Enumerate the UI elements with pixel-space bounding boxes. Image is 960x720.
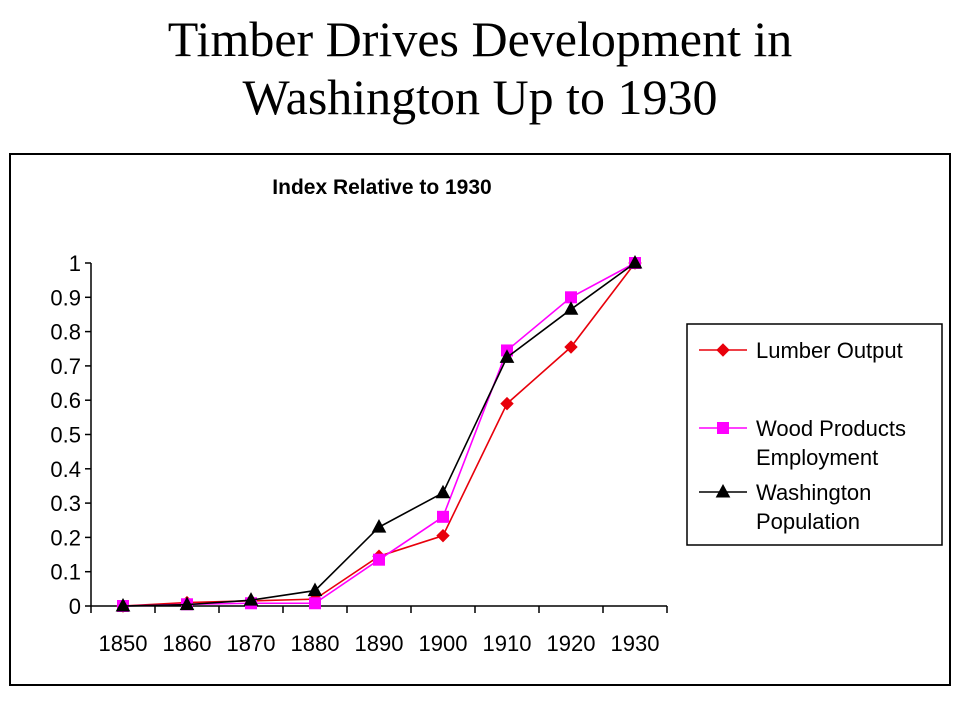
x-tick-label: 1880 — [291, 631, 340, 656]
legend-marker — [715, 483, 731, 498]
data-point — [436, 528, 450, 543]
legend-label: Employment — [756, 445, 878, 470]
data-point — [243, 592, 259, 606]
x-tick-label: 1930 — [611, 631, 660, 656]
series-triangle — [115, 254, 643, 612]
data-point — [435, 484, 451, 499]
line-chart: Index Relative to 1930 0 0.1 0.2 0.3 0.4 0.5 0… — [50, 176, 943, 656]
legend-entry: Washington Population — [699, 480, 871, 534]
x-tick-label: 1900 — [419, 631, 468, 656]
x-tick-label: 1850 — [99, 631, 148, 656]
data-point — [499, 349, 515, 363]
data-point — [437, 510, 449, 523]
x-tick-label: 1860 — [163, 631, 212, 656]
legend-label: Wood Products — [756, 416, 906, 441]
y-tick-label: 0 — [69, 594, 81, 619]
legend-marker — [717, 422, 729, 434]
data-point — [115, 597, 131, 612]
data-point — [563, 301, 579, 315]
legend-box — [686, 323, 943, 546]
chart-frame: Index Relative to 1930 0 0.1 0.2 0.3 0.4 0.5 0… — [9, 153, 951, 686]
x-tick-label: 1910 — [483, 631, 532, 656]
y-tick-label: 0.1 — [50, 560, 81, 585]
x-tick-label: 1890 — [355, 631, 404, 656]
y-tick-label: 0.6 — [50, 388, 81, 413]
y-tick-label: 0.3 — [50, 491, 81, 516]
legend-label: Lumber Output — [756, 338, 903, 363]
y-tick-label: 1 — [69, 251, 81, 276]
legend-label: Population — [756, 509, 860, 534]
y-tick-label: 0.2 — [50, 525, 81, 550]
series-square — [117, 257, 641, 612]
y-tick-label: 0.8 — [50, 320, 81, 345]
data-point — [179, 596, 195, 611]
data-point — [564, 340, 578, 354]
data-point — [371, 519, 387, 533]
chart-title: Index Relative to 1930 — [272, 176, 491, 199]
y-tick-label: 0.5 — [50, 423, 81, 448]
y-tick-label: 0.7 — [50, 354, 81, 379]
data-point — [309, 597, 321, 610]
slide-title-line-1: Timber Drives Development in — [167, 11, 793, 67]
data-point — [307, 582, 323, 597]
data-point — [627, 254, 643, 269]
y-tick-label: 0.4 — [50, 457, 81, 482]
x-tick-label: 1870 — [227, 631, 276, 656]
x-tick-label: 1920 — [547, 631, 596, 656]
slide-title: Timber Drives Development in Washington … — [0, 10, 960, 126]
slide-title-line-2: Washington Up to 1930 — [242, 69, 718, 125]
data-point — [500, 396, 514, 411]
y-tick-label: 0.9 — [50, 285, 81, 310]
legend-label: Washington — [756, 480, 871, 505]
data-point — [565, 291, 577, 304]
legend-entry: Lumber Output — [699, 338, 903, 363]
legend-entry: Wood Products Employment — [699, 416, 906, 470]
legend-marker — [716, 343, 730, 357]
data-point — [373, 553, 385, 566]
